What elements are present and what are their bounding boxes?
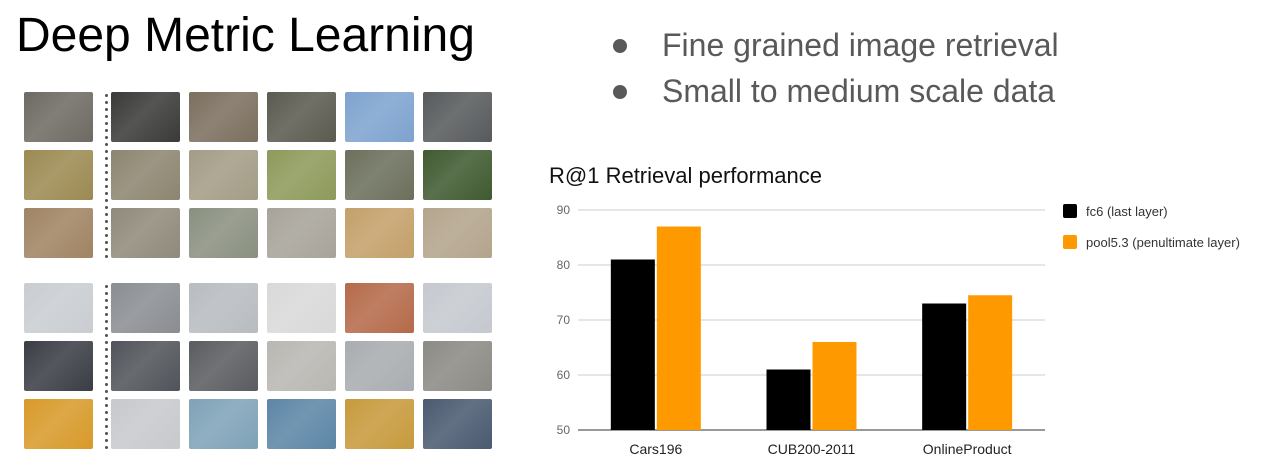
- bullet-list: Fine grained image retrieval Small to me…: [612, 24, 1059, 116]
- car-result-image[interactable]: [111, 399, 180, 449]
- bar-fc6: [922, 303, 967, 430]
- bird-query-image[interactable]: [24, 150, 93, 200]
- car-result-image[interactable]: [189, 399, 258, 449]
- bird-result-image[interactable]: [423, 208, 492, 258]
- bird-result-image[interactable]: [267, 92, 336, 142]
- car-result-image[interactable]: [189, 341, 258, 391]
- bird-result-image[interactable]: [189, 208, 258, 258]
- car-result-image[interactable]: [423, 341, 492, 391]
- car-query-image[interactable]: [24, 341, 93, 391]
- legend-swatch: [1063, 235, 1077, 249]
- car-result-image[interactable]: [111, 341, 180, 391]
- bird-result-image[interactable]: [111, 150, 180, 200]
- bird-result-image[interactable]: [267, 208, 336, 258]
- bird-result-image[interactable]: [423, 92, 492, 142]
- bird-result-image[interactable]: [267, 150, 336, 200]
- car-result-image[interactable]: [267, 399, 336, 449]
- bar-chart: 50 60 70 80 90 Cars196 CUB200-2011 OnlineProduc…: [557, 203, 1240, 457]
- y-tick-label: 50: [557, 423, 571, 437]
- bullet-dot-icon: [613, 85, 627, 99]
- bird-result-image[interactable]: [111, 208, 180, 258]
- bird-grid-separator: [105, 92, 108, 262]
- chart-title: R@1 Retrieval performance: [549, 163, 822, 188]
- y-tick-label: 90: [557, 203, 571, 217]
- bird-image-row: [24, 92, 501, 144]
- bar-pool5: [968, 295, 1013, 430]
- bar-pool5: [656, 226, 701, 430]
- car-result-image[interactable]: [267, 283, 336, 333]
- bullet-text: Small to medium scale data: [662, 73, 1056, 109]
- car-result-image[interactable]: [423, 399, 492, 449]
- bird-image-row: [24, 150, 501, 202]
- car-query-image[interactable]: [24, 283, 93, 333]
- car-result-image[interactable]: [111, 283, 180, 333]
- x-tick-label: Cars196: [629, 441, 682, 457]
- bird-query-image[interactable]: [24, 208, 93, 258]
- bullet-item: Small to medium scale data: [612, 70, 1059, 116]
- bullet-dot-icon: [613, 39, 627, 53]
- bird-result-image[interactable]: [111, 92, 180, 142]
- y-tick-label: 80: [557, 258, 571, 272]
- bird-result-image[interactable]: [345, 208, 414, 258]
- bar-fc6: [610, 259, 655, 430]
- bar-pool5: [812, 342, 857, 430]
- bird-image-grid: [24, 92, 501, 266]
- car-result-image[interactable]: [189, 283, 258, 333]
- bird-result-image[interactable]: [345, 92, 414, 142]
- car-result-image[interactable]: [423, 283, 492, 333]
- car-image-row: [24, 399, 501, 451]
- y-tick-label: 60: [557, 368, 571, 382]
- car-result-image[interactable]: [267, 341, 336, 391]
- bird-result-image[interactable]: [189, 92, 258, 142]
- bullet-text: Fine grained image retrieval: [662, 27, 1059, 63]
- car-result-image[interactable]: [345, 341, 414, 391]
- car-image-grid: [24, 283, 501, 457]
- bird-result-image[interactable]: [423, 150, 492, 200]
- bird-result-image[interactable]: [189, 150, 258, 200]
- bird-image-row: [24, 208, 501, 260]
- y-tick-label: 70: [557, 313, 571, 327]
- car-result-image[interactable]: [345, 283, 414, 333]
- x-tick-label: CUB200-2011: [768, 441, 856, 457]
- legend-label: fc6 (last layer): [1086, 204, 1168, 219]
- slide-title: Deep Metric Learning: [16, 9, 475, 62]
- bird-query-image[interactable]: [24, 92, 93, 142]
- car-result-image[interactable]: [345, 399, 414, 449]
- legend-label: pool5.3 (penultimate layer): [1086, 235, 1240, 250]
- legend-swatch: [1063, 204, 1077, 218]
- car-grid-separator: [105, 283, 108, 453]
- car-query-image[interactable]: [24, 399, 93, 449]
- bar-fc6: [766, 369, 811, 430]
- car-image-row: [24, 341, 501, 393]
- car-image-row: [24, 283, 501, 335]
- bullet-item: Fine grained image retrieval: [612, 24, 1059, 70]
- x-tick-label: OnlineProduct: [923, 441, 1012, 457]
- bird-result-image[interactable]: [345, 150, 414, 200]
